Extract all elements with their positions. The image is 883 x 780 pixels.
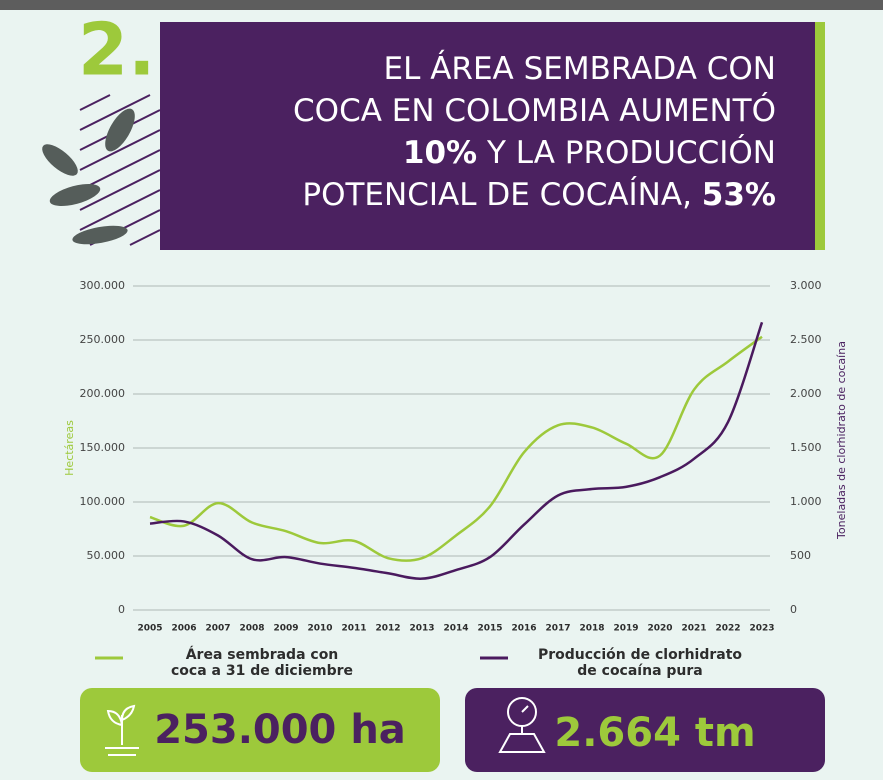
legend-line: Producción de clorhidrato [538,647,742,663]
x-tick-label: 2021 [681,624,706,634]
title-segment: POTENCIAL DE COCAÍNA, [302,177,701,213]
x-tick-label: 2022 [715,624,740,634]
x-tick-label: 2009 [273,624,298,634]
y2-tick-label: 3.000 [790,279,822,292]
title-line: 10% Y LA PRODUCCIÓN [403,134,776,171]
legend-label: Área sembrada con coca a 31 de diciembre [171,646,353,679]
y2-tick-label: 2.500 [790,333,822,346]
y2-tick-label: 500 [790,549,811,562]
y2-tick-label: 1.000 [790,495,822,508]
section-number: 2. [78,8,155,92]
legend-line: de cocaína pura [577,663,702,679]
y-tick-label: 150.000 [80,441,126,454]
y-tick-label: 250.000 [80,333,126,346]
title-segment: COCA EN COLOMBIA AUMENTÓ [293,92,776,129]
y-tick-label: 200.000 [80,387,126,400]
x-tick-label: 2017 [545,624,570,634]
y-axis-label: Hectáreas [63,420,76,476]
scale-icon [498,697,546,753]
title-segment: 10% [403,135,477,171]
x-tick-label: 2014 [443,624,468,634]
title-segment: EL ÁREA SEMBRADA CON [384,51,777,87]
x-tick-label: 2015 [477,624,502,634]
title-line: EL ÁREA SEMBRADA CON [384,51,777,87]
header-accent [815,22,825,250]
x-tick-label: 2008 [239,624,264,634]
x-tick-label: 2019 [613,624,638,634]
top-bar [0,0,883,10]
legend-line: Área sembrada con [186,646,339,663]
x-tick-label: 2013 [409,624,434,634]
y2-tick-label: 0 [790,603,797,616]
y2-tick-label: 1.500 [790,441,822,454]
leaves [42,108,135,245]
area-box [80,688,440,772]
y-tick-label: 300.000 [80,279,126,292]
series-line [149,335,763,562]
legend-label: Producción de clorhidrato de cocaína pura [538,647,742,679]
area-figure: 253.000 ha [154,707,406,753]
x-tick-label: 2016 [511,624,536,634]
y2-axis-label: Toneladas de clorhidrato de cocaína [835,341,848,540]
title-segment: Y LA PRODUCCIÓN [477,134,776,171]
title-line: POTENCIAL DE COCAÍNA, 53% [302,177,776,213]
x-tick-label: 2005 [137,624,162,634]
series-line [149,321,764,580]
x-tick-label: 2023 [749,624,774,634]
x-tick-label: 2006 [171,624,196,634]
title-segment: 53% [702,177,776,213]
header-box [160,22,815,250]
y-tick-label: 0 [118,603,125,616]
y-tick-label: 100.000 [80,495,126,508]
x-tick-label: 2018 [579,624,604,634]
hatch [79,94,161,246]
plant-icon [105,704,139,756]
y-tick-label: 50.000 [87,549,126,562]
x-tick-label: 2007 [205,624,230,634]
legend-line: coca a 31 de diciembre [171,663,353,679]
x-tick-label: 2011 [341,624,366,634]
x-tick-label: 2012 [375,624,400,634]
production-figure: 2.664 tm [554,710,755,756]
x-tick-label: 2020 [647,624,672,634]
y2-tick-label: 2.000 [790,387,822,400]
title-line: COCA EN COLOMBIA AUMENTÓ [293,92,776,129]
production-box [465,688,825,772]
x-tick-label: 2010 [307,624,332,634]
